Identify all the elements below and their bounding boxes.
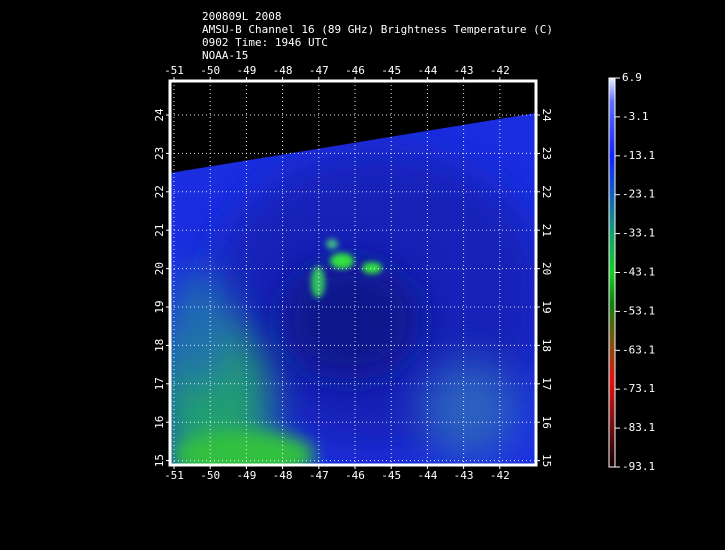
imagery — [170, 81, 536, 465]
title-block: 200809L 2008 AMSU-B Channel 16 (89 GHz) … — [202, 10, 553, 62]
lat-label: 17 — [540, 377, 553, 390]
lon-label: -48 — [273, 469, 293, 482]
lat-label: 21 — [153, 224, 166, 237]
lat-label: 19 — [153, 300, 166, 313]
convection — [330, 253, 354, 269]
colorbar-label: -13.1 — [622, 149, 655, 162]
colorbar-label: -93.1 — [622, 460, 655, 473]
lon-label: -50 — [200, 64, 220, 77]
lon-label: -44 — [417, 469, 437, 482]
lon-label: -42 — [490, 469, 510, 482]
convection — [326, 239, 338, 249]
lon-label: -44 — [417, 64, 437, 77]
lon-label: -50 — [200, 469, 220, 482]
band-teal — [170, 270, 230, 390]
eye-region — [280, 260, 420, 380]
convection — [362, 262, 382, 274]
lat-label: 16 — [153, 416, 166, 429]
colorbar — [608, 77, 616, 468]
colorbar-label: -73.1 — [622, 382, 655, 395]
colorbar-label: -43.1 — [622, 266, 655, 279]
lat-label: 16 — [540, 416, 553, 429]
colorbar-label: -53.1 — [622, 304, 655, 317]
lon-label: -49 — [236, 64, 256, 77]
lat-label: 15 — [153, 454, 166, 467]
lat-label: 22 — [153, 185, 166, 198]
lat-label: 23 — [540, 147, 553, 160]
colorbar-label: -33.1 — [622, 227, 655, 240]
lon-label: -49 — [236, 469, 256, 482]
lon-label: -51 — [164, 64, 184, 77]
lon-label: -47 — [309, 469, 329, 482]
lon-label: -47 — [309, 64, 329, 77]
lon-label: -46 — [345, 64, 365, 77]
title-line: AMSU-B Channel 16 (89 GHz) Brightness Te… — [202, 23, 553, 36]
lon-label: -42 — [490, 64, 510, 77]
no-data-region — [170, 81, 536, 173]
lon-label: -48 — [273, 64, 293, 77]
lon-label: -45 — [381, 469, 401, 482]
colorbar-label: 6.9 — [622, 71, 642, 84]
lon-label: -46 — [345, 469, 365, 482]
lon-label: -45 — [381, 64, 401, 77]
lon-label: -43 — [454, 64, 474, 77]
map-frame — [168, 79, 538, 467]
convection — [311, 266, 325, 298]
lat-label: 24 — [153, 108, 166, 122]
lat-label: 18 — [153, 339, 166, 352]
band-green — [175, 430, 315, 465]
lat-label: 22 — [540, 185, 553, 198]
lat-label: 20 — [153, 262, 166, 275]
title-line: 200809L 2008 — [202, 10, 281, 23]
band-teal — [420, 360, 520, 460]
title-line: NOAA-15 — [202, 49, 248, 62]
lat-label: 20 — [540, 262, 553, 275]
colorbar-label: -83.1 — [622, 421, 655, 434]
lat-label: 19 — [540, 300, 553, 313]
lat-label: 15 — [540, 454, 553, 467]
colorbar-label: -23.1 — [622, 188, 655, 201]
lat-label: 24 — [540, 108, 553, 122]
colorbar-label: -63.1 — [622, 343, 655, 356]
title-line: 0902 Time: 1946 UTC — [202, 36, 328, 49]
lon-label: -51 — [164, 469, 184, 482]
lat-label: 18 — [540, 339, 553, 352]
colorbar-label: -3.1 — [622, 110, 649, 123]
lon-label: -43 — [454, 469, 474, 482]
lat-label: 21 — [540, 224, 553, 237]
lat-label: 23 — [153, 147, 166, 160]
lat-label: 17 — [153, 377, 166, 390]
